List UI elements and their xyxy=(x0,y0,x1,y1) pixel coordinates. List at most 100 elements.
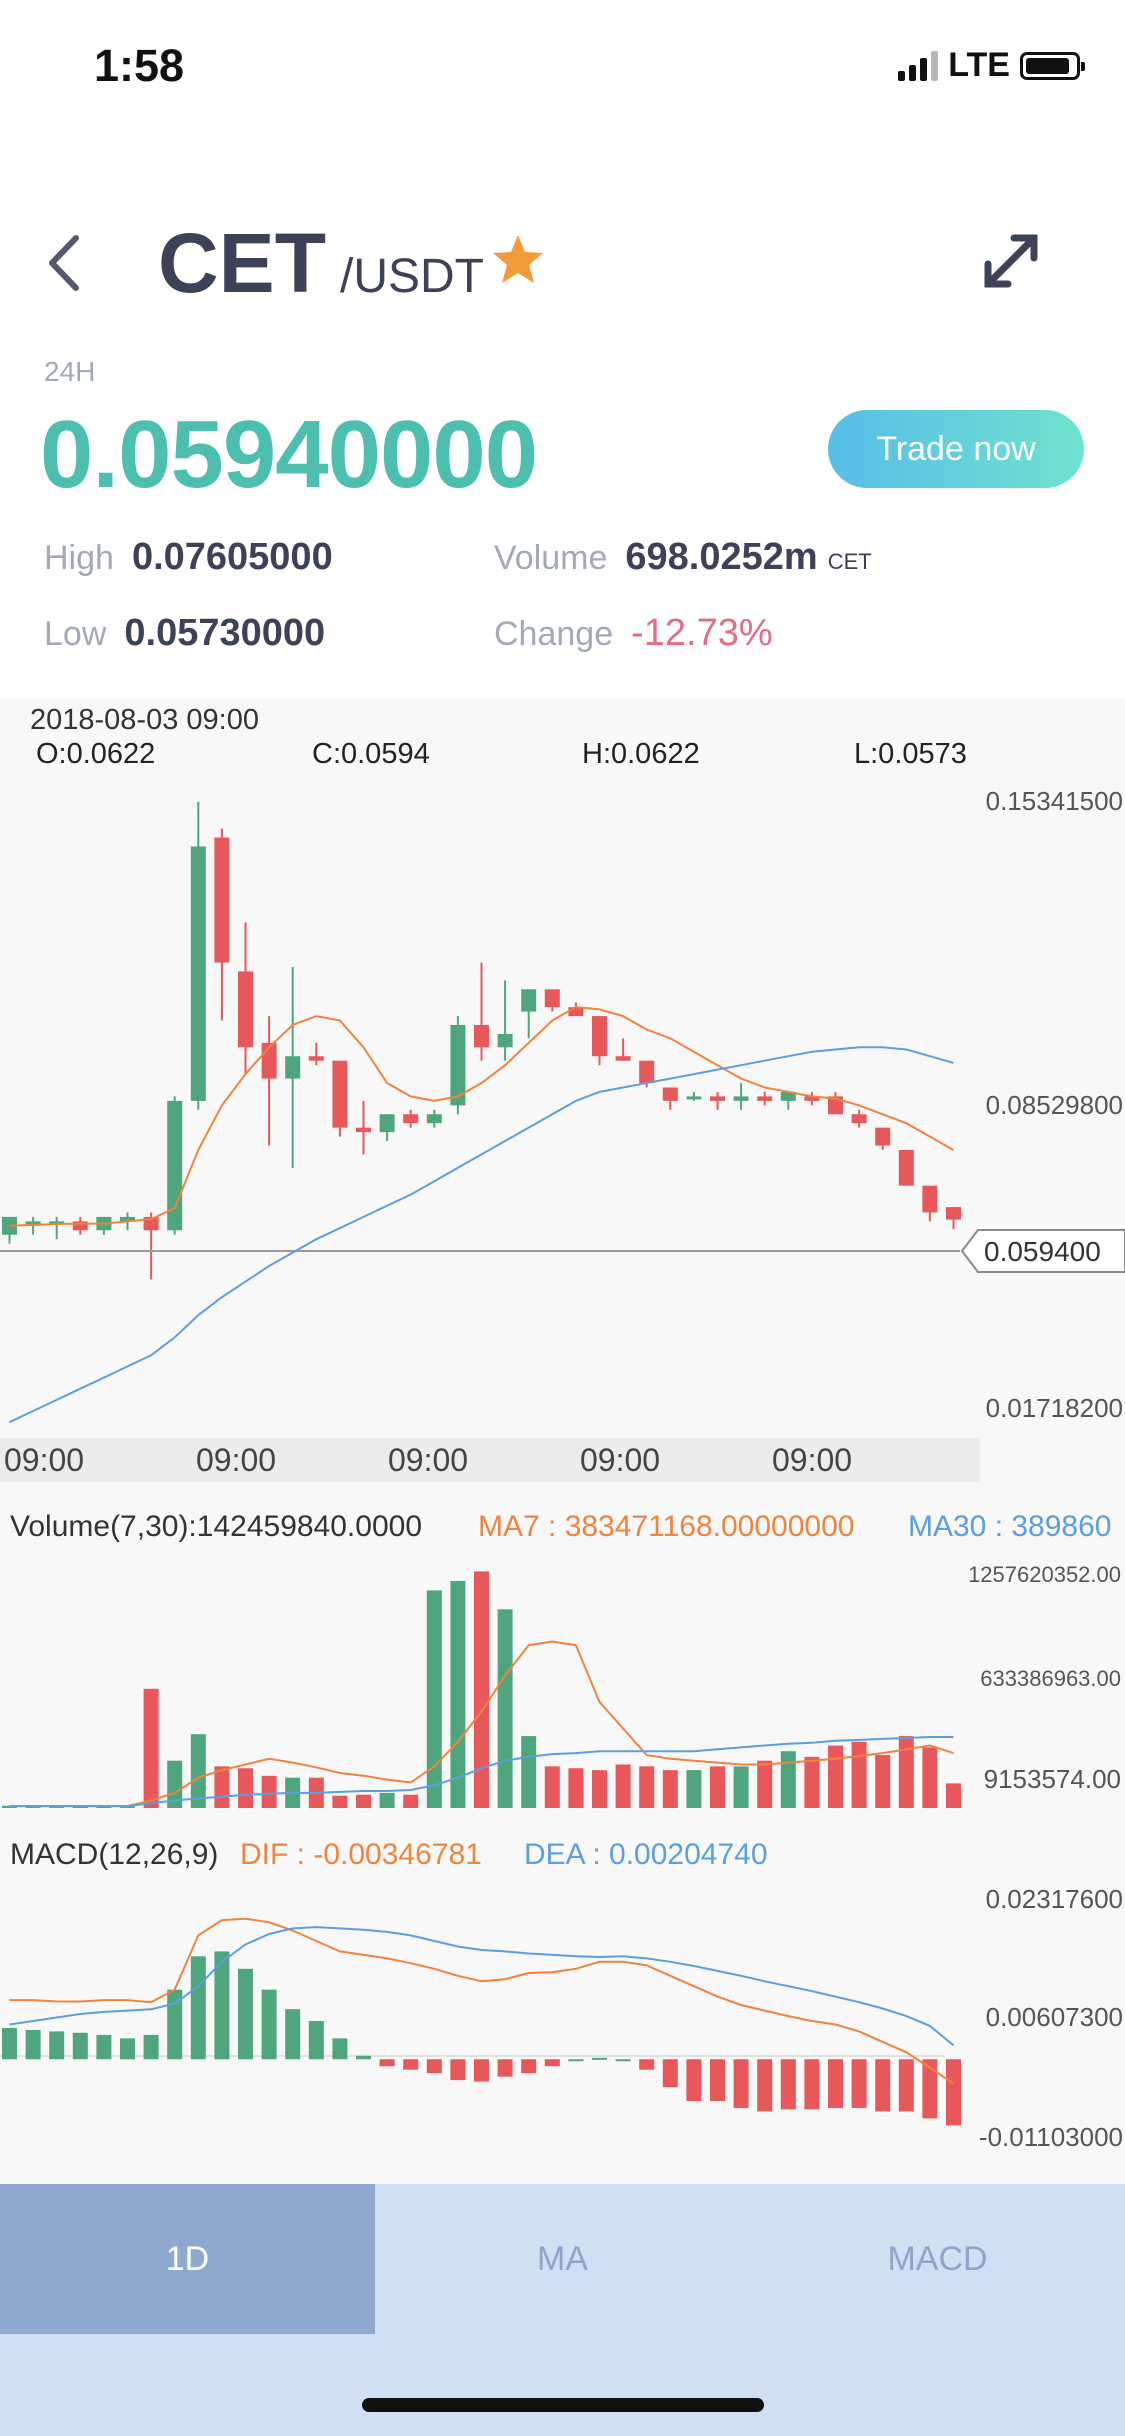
high-label: High xyxy=(44,539,114,577)
candle-body xyxy=(356,1127,371,1133)
volume-value: 698.0252m xyxy=(625,536,818,578)
volume-bar xyxy=(261,1775,277,1808)
candle-body xyxy=(120,1216,135,1222)
volume-ma30-legend: MA30 : 389860 xyxy=(908,1510,1112,1543)
volume-bar xyxy=(710,1766,725,1808)
volume-bar xyxy=(143,1688,159,1808)
macd-dif-legend: DIF : -0.00346781 xyxy=(240,1838,482,1871)
macd-bar xyxy=(615,2059,631,2062)
macd-bar xyxy=(143,2034,159,2060)
volume-bar xyxy=(332,1795,348,1808)
ohlc-low: L:0.0573 xyxy=(854,738,967,770)
price-axis-bottom: 0.01718200 xyxy=(985,1393,1123,1423)
volume-bar xyxy=(828,1745,843,1808)
volume-axis-mid: 633386963.00 xyxy=(980,1666,1121,1691)
macd-bar xyxy=(568,2059,584,2062)
macd-bar xyxy=(922,2059,938,2119)
macd-bar xyxy=(426,2059,442,2074)
candle-body xyxy=(214,837,230,963)
base-symbol: CET xyxy=(158,216,326,310)
low-value: 0.05730000 xyxy=(124,612,326,654)
tab-1d[interactable]: 1D xyxy=(0,2184,375,2334)
chart-svg[interactable] xyxy=(0,0,1125,2184)
low-label: Low xyxy=(44,615,107,653)
candle-body xyxy=(898,1149,914,1186)
home-indicator[interactable] xyxy=(362,2398,764,2412)
candle-body xyxy=(190,846,206,1101)
macd-bar xyxy=(710,2059,725,2102)
volume-axis-top: 1257620352.00 xyxy=(968,1562,1121,1587)
candle-body xyxy=(592,1016,607,1057)
volume-bar xyxy=(403,1794,419,1808)
x-label: 09:00 xyxy=(772,1442,853,1478)
volume-bar xyxy=(592,1770,607,1808)
trade-now-button[interactable]: Trade now xyxy=(828,410,1084,488)
macd-bar xyxy=(497,2059,513,2077)
candle-body xyxy=(308,1056,324,1061)
macd-axis-bottom: -0.01103000 xyxy=(978,2122,1123,2152)
macd-bar xyxy=(946,2059,961,2126)
macd-bar xyxy=(308,2020,324,2060)
current-price-label: 0.059400 xyxy=(984,1236,1101,1267)
macd-bar xyxy=(332,2038,348,2060)
macd-bar xyxy=(544,2059,560,2067)
fullscreen-expand-icon[interactable] xyxy=(978,228,1044,294)
volume-bar xyxy=(356,1794,371,1808)
x-axis-band xyxy=(0,1438,980,1482)
tab-ma[interactable]: MA xyxy=(537,2239,588,2278)
x-label: 09:00 xyxy=(388,1442,469,1478)
tab-macd[interactable]: MACD xyxy=(887,2239,988,2278)
macd-bar xyxy=(733,2059,749,2108)
network-label: LTE xyxy=(948,46,1010,84)
macd-bar xyxy=(356,2055,371,2060)
macd-axis-top: 0.02317600 xyxy=(985,1884,1123,1914)
x-label: 09:00 xyxy=(4,1442,85,1478)
volume-ma7-line xyxy=(9,1640,954,1808)
macd-lines xyxy=(9,1917,955,2085)
candle-body xyxy=(568,1007,584,1017)
candle-body xyxy=(780,1091,796,1101)
favorite-star-icon[interactable] xyxy=(490,232,546,288)
macd-legend: MACD(12,26,9) xyxy=(10,1838,219,1871)
macd-bar xyxy=(639,2059,655,2070)
macd-bar xyxy=(49,2031,65,2060)
macd-bar xyxy=(72,2032,88,2060)
volume-bar xyxy=(167,1760,183,1808)
candle-body xyxy=(686,1096,702,1100)
macd-bar xyxy=(757,2059,773,2112)
macd-axis-mid: 0.00607300 xyxy=(985,2002,1123,2032)
volume-unit: CET xyxy=(827,549,872,574)
candle-body xyxy=(450,1024,466,1106)
volume-bar xyxy=(568,1768,584,1808)
macd-bar xyxy=(521,2059,537,2074)
candle-body xyxy=(946,1207,961,1220)
macd-bar xyxy=(875,2059,891,2112)
volume-bars xyxy=(2,1571,961,1808)
volume-bar xyxy=(851,1741,867,1808)
candle-body xyxy=(639,1060,655,1084)
volume-bar xyxy=(875,1755,891,1808)
volume-stat: Volume 698.0252m CET xyxy=(494,536,872,579)
volume-legend: Volume(7,30):142459840.0000 xyxy=(10,1510,423,1543)
macd-bar xyxy=(592,2057,607,2060)
volume-bar xyxy=(120,1806,135,1808)
back-arrow-icon[interactable] xyxy=(40,228,92,298)
volume-label: Volume xyxy=(494,539,608,577)
macd-bar xyxy=(686,2059,702,2102)
high-value: 0.07605000 xyxy=(131,536,333,578)
candle-body xyxy=(521,989,537,1012)
candle-body xyxy=(544,989,560,1008)
high-stat: High 0.07605000 xyxy=(44,536,333,579)
candle-body xyxy=(238,971,253,1048)
volume-bar xyxy=(96,1806,112,1808)
macd-bar xyxy=(780,2059,796,2110)
volume-bar xyxy=(946,1783,961,1808)
price-axis-mid: 0.08529800 xyxy=(985,1090,1123,1120)
macd-bar xyxy=(2,2027,17,2060)
volume-ma30-line xyxy=(9,1736,954,1808)
candle-body xyxy=(2,1216,17,1235)
macd-bar xyxy=(190,1956,206,2060)
status-time: 1:58 xyxy=(94,40,185,91)
low-stat: Low 0.05730000 xyxy=(44,612,325,655)
candle-body xyxy=(875,1127,891,1146)
